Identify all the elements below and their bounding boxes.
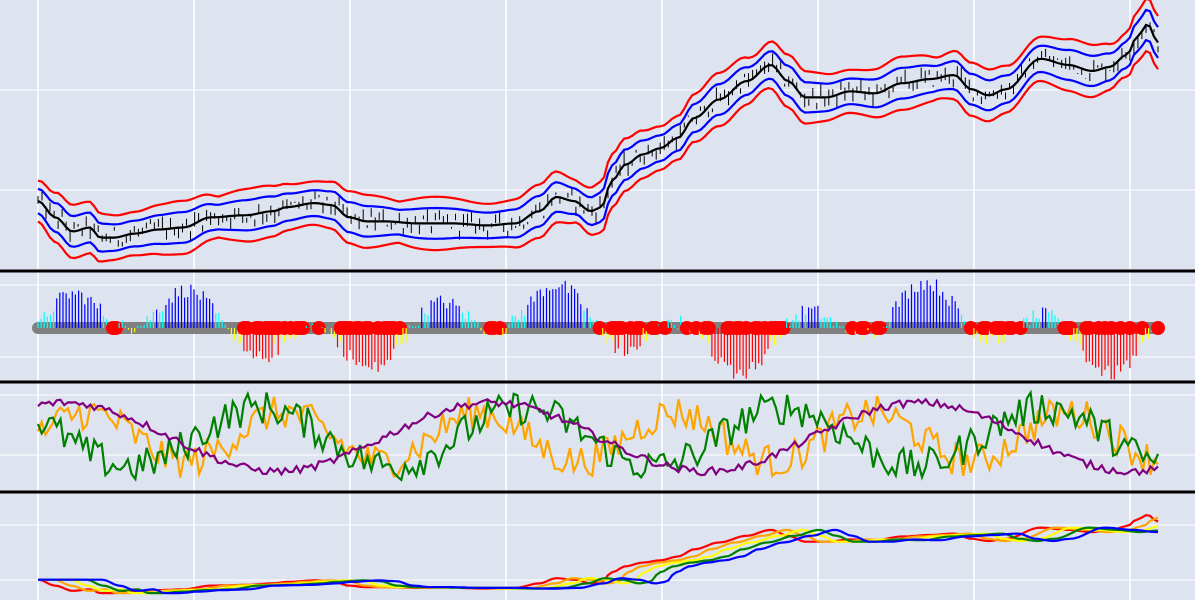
inner-band-upper-line bbox=[37, 8, 1159, 226]
zero-marker bbox=[296, 321, 311, 335]
inner-band-lower-line bbox=[37, 38, 1159, 253]
zero-marker bbox=[776, 321, 791, 335]
moving-average-panel bbox=[37, 514, 1159, 595]
panel-separators bbox=[0, 269, 1195, 494]
oscillator-line-0 bbox=[36, 395, 1159, 479]
outer-band-upper-line bbox=[37, 0, 1159, 217]
outer-band-lower-line bbox=[37, 49, 1159, 263]
zero-marker bbox=[392, 321, 407, 335]
ma-line-1 bbox=[38, 516, 1159, 595]
zero-marker bbox=[873, 321, 888, 335]
zero-marker bbox=[857, 321, 872, 335]
price-panel bbox=[37, 0, 1159, 263]
zero-marker bbox=[1151, 321, 1165, 335]
zero-marker bbox=[492, 321, 507, 335]
moving-average-line bbox=[37, 23, 1159, 239]
zero-marker bbox=[109, 321, 123, 335]
zero-marker bbox=[1135, 321, 1150, 335]
zero-marker bbox=[658, 321, 673, 335]
zero-marker bbox=[963, 321, 978, 335]
zero-marker bbox=[701, 321, 716, 335]
zero-marker bbox=[633, 321, 648, 335]
zero-marker bbox=[1122, 321, 1137, 335]
zero-marker bbox=[311, 321, 326, 335]
histogram-panel bbox=[32, 279, 1165, 380]
oscillator-line-2 bbox=[37, 397, 1159, 477]
zero-marker bbox=[1013, 321, 1028, 335]
ma-line-4 bbox=[38, 526, 1158, 595]
zero-marker bbox=[592, 321, 607, 335]
zero-marker bbox=[1063, 321, 1078, 335]
oscillator-panel bbox=[36, 389, 1160, 482]
